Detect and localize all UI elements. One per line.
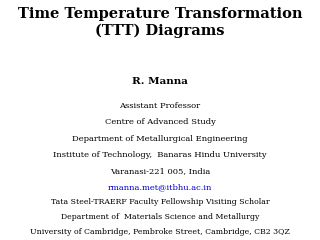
- Text: Centre of Advanced Study: Centre of Advanced Study: [105, 118, 215, 126]
- Text: University of Cambridge, Pembroke Street, Cambridge, CB2 3QZ: University of Cambridge, Pembroke Street…: [30, 228, 290, 236]
- Text: Assistant Professor: Assistant Professor: [119, 102, 201, 110]
- Text: Tata Steel-TRAERF Faculty Fellowship Visiting Scholar: Tata Steel-TRAERF Faculty Fellowship Vis…: [51, 198, 269, 206]
- Text: R. Manna: R. Manna: [132, 77, 188, 86]
- Text: Varanasi-221 005, India: Varanasi-221 005, India: [110, 167, 210, 175]
- Text: Time Temperature Transformation
(TTT) Diagrams: Time Temperature Transformation (TTT) Di…: [18, 7, 302, 38]
- Text: Institute of Technology,  Banaras Hindu University: Institute of Technology, Banaras Hindu U…: [53, 151, 267, 159]
- Text: Department of  Materials Science and Metallurgy: Department of Materials Science and Meta…: [61, 213, 259, 221]
- Text: Department of Metallurgical Engineering: Department of Metallurgical Engineering: [72, 135, 248, 143]
- Text: rmanna.met@itbhu.ac.in: rmanna.met@itbhu.ac.in: [108, 184, 212, 192]
